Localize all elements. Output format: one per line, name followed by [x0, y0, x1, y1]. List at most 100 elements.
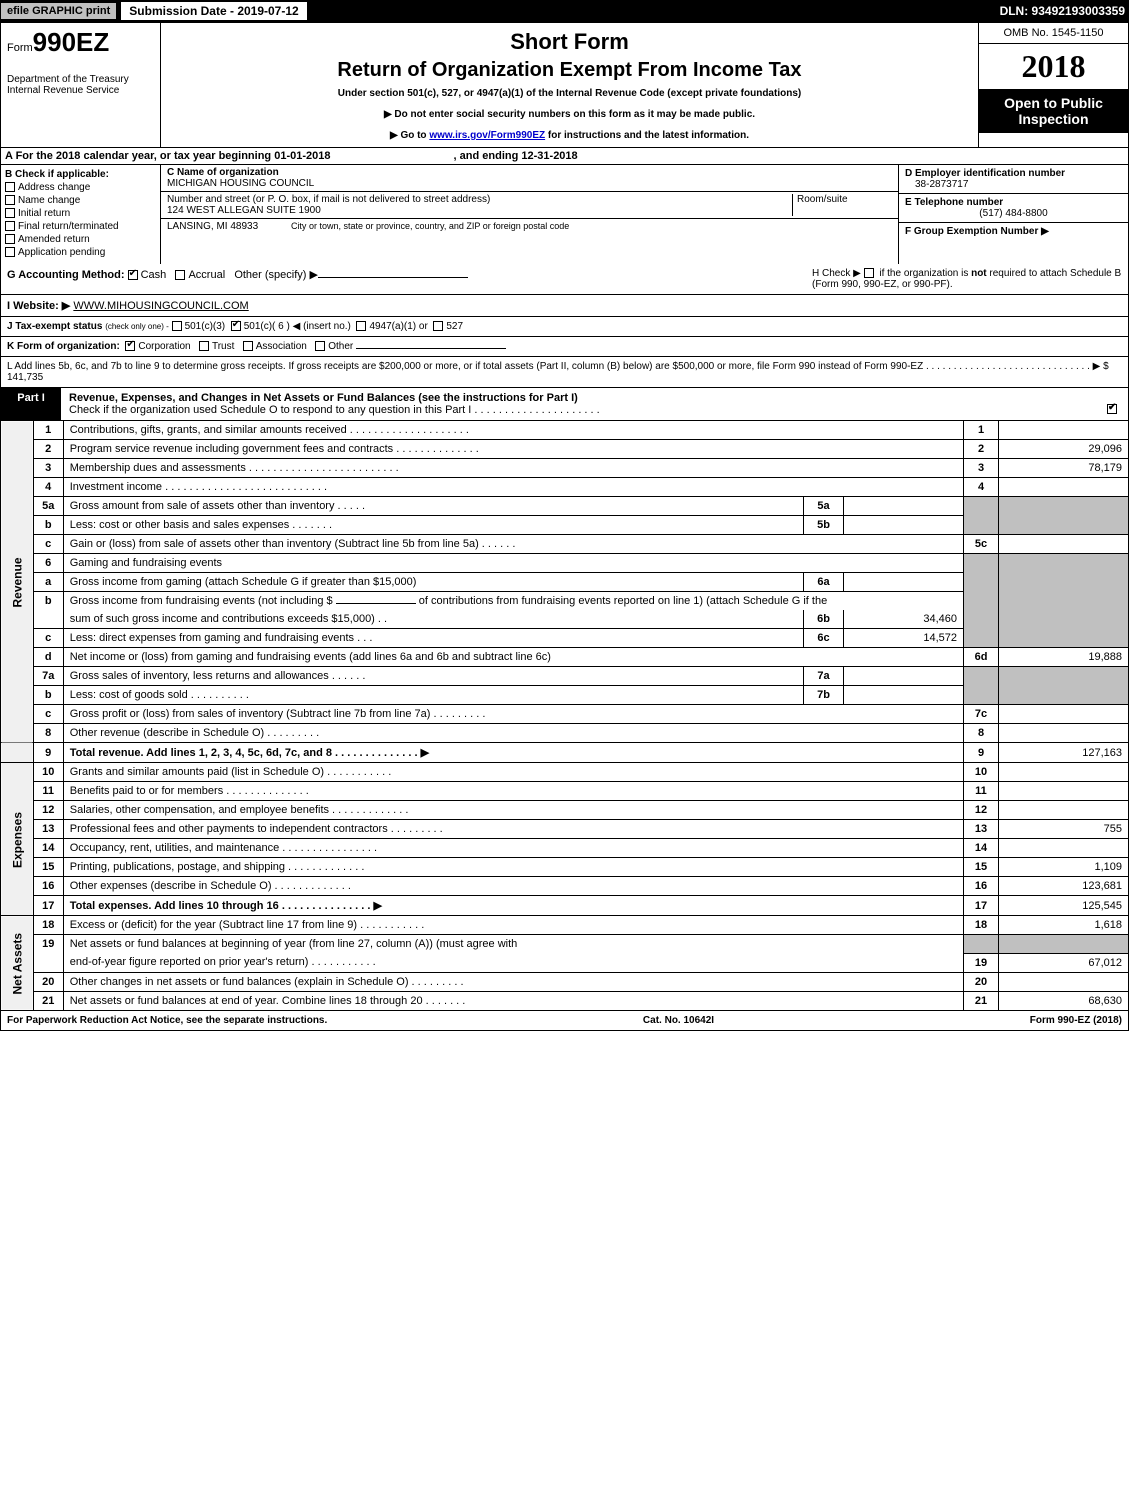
line-20: 20 Other changes in net assets or fund b…	[1, 972, 1129, 991]
l7c-n: c	[33, 705, 63, 724]
l15-rv: 1,109	[999, 858, 1129, 877]
ein-value: 38-2873717	[915, 179, 1122, 190]
chk-cash[interactable]	[128, 270, 138, 280]
d-label: D Employer identification number	[905, 168, 1122, 179]
section-i: I Website: ▶ WWW.MIHOUSINGCOUNCIL.COM	[0, 295, 1129, 317]
l5c-rn: 5c	[964, 535, 999, 554]
chk-other-org[interactable]	[315, 341, 325, 351]
line-4: 4 Investment income . . . . . . . . . . …	[1, 478, 1129, 497]
l6d-rn: 6d	[964, 648, 999, 667]
chk-assoc[interactable]	[243, 341, 253, 351]
l16-rn: 16	[964, 877, 999, 896]
chk-corp[interactable]	[125, 341, 135, 351]
l3-rn: 3	[964, 459, 999, 478]
l6b-fill[interactable]	[336, 603, 416, 604]
part1-header: Part I Revenue, Expenses, and Changes in…	[0, 388, 1129, 421]
l4-rn: 4	[964, 478, 999, 497]
l7a-d: Gross sales of inventory, less returns a…	[63, 667, 803, 686]
lbl-other-org: Other	[328, 341, 353, 352]
lbl-assoc: Association	[256, 341, 307, 352]
chk-h[interactable]	[864, 268, 874, 278]
short-form-title: Short Form	[181, 29, 958, 55]
h-text2: if the organization is	[877, 268, 972, 279]
section-a-mid: , and ending	[454, 150, 522, 162]
form-prefix: Form	[7, 42, 33, 54]
vert-revenue-end	[1, 743, 34, 763]
city-box: LANSING, MI 48933 City or town, state or…	[161, 219, 898, 234]
vert-revenue: Revenue	[1, 421, 34, 743]
instr-link[interactable]: www.irs.gov/Form990EZ	[429, 130, 545, 141]
l6b-mv: 34,460	[844, 610, 964, 629]
form-header: Form990EZ Department of the Treasury Int…	[0, 22, 1129, 148]
footer-right: Form 990-EZ (2018)	[1030, 1015, 1122, 1026]
line-7b: b Less: cost of goods sold . . . . . . .…	[1, 686, 1129, 705]
l21-rv: 68,630	[999, 991, 1129, 1010]
lbl-accrual: Accrual	[188, 269, 225, 281]
l21-d: Net assets or fund balances at end of ye…	[63, 991, 963, 1010]
l7ab-rn-shaded	[964, 667, 999, 705]
line-6d: d Net income or (loss) from gaming and f…	[1, 648, 1129, 667]
section-c: C Name of organization MICHIGAN HOUSING …	[161, 165, 898, 264]
l6a-d: Gross income from gaming (attach Schedul…	[63, 573, 803, 592]
chk-initial-return[interactable]	[5, 208, 15, 218]
l3-rv: 78,179	[999, 459, 1129, 478]
l20-n: 20	[33, 972, 63, 991]
section-a-begin: 01-01-2018	[274, 150, 330, 162]
line-2: 2 Program service revenue including gove…	[1, 440, 1129, 459]
chk-amended-return[interactable]	[5, 234, 15, 244]
line-16: 16 Other expenses (describe in Schedule …	[1, 877, 1129, 896]
lbl-corp: Corporation	[138, 341, 190, 352]
l12-rv	[999, 801, 1129, 820]
dln-label: DLN: 93492193003359	[1000, 4, 1129, 18]
efile-print-button[interactable]: efile GRAPHIC print	[0, 2, 117, 20]
l8-n: 8	[33, 724, 63, 743]
l6c-mv: 14,572	[844, 629, 964, 648]
l2-rv: 29,096	[999, 440, 1129, 459]
l5a-d: Gross amount from sale of assets other t…	[63, 497, 803, 516]
other-specify-field[interactable]	[318, 277, 468, 278]
chk-schedule-o[interactable]	[1107, 404, 1117, 414]
e-label: E Telephone number	[905, 197, 1122, 208]
l7c-d: Gross profit or (loss) from sales of inv…	[63, 705, 963, 724]
l12-d: Salaries, other compensation, and employ…	[63, 801, 963, 820]
addr-value: 124 WEST ALLEGAN SUITE 1900	[167, 205, 792, 216]
line-15: 15 Printing, publications, postage, and …	[1, 858, 1129, 877]
chk-trust[interactable]	[199, 341, 209, 351]
instr-ssn: ▶ Do not enter social security numbers o…	[181, 109, 958, 120]
chk-name-change[interactable]	[5, 195, 15, 205]
line-9: 9 Total revenue. Add lines 1, 2, 3, 4, 5…	[1, 743, 1129, 763]
chk-501c3[interactable]	[172, 321, 182, 331]
l12-n: 12	[33, 801, 63, 820]
l6d-rv: 19,888	[999, 648, 1129, 667]
l14-n: 14	[33, 839, 63, 858]
line-19-1: 19 Net assets or fund balances at beginn…	[1, 935, 1129, 954]
l20-rv	[999, 972, 1129, 991]
l1-d: Contributions, gifts, grants, and simila…	[63, 421, 963, 440]
instr2-prefix: ▶ Go to	[390, 130, 429, 141]
j-label: J Tax-exempt status	[7, 321, 102, 332]
line-5c: c Gain or (loss) from sale of assets oth…	[1, 535, 1129, 554]
line-6a: a Gross income from gaming (attach Sched…	[1, 573, 1129, 592]
chk-final-return[interactable]	[5, 221, 15, 231]
section-l: L Add lines 5b, 6c, and 7b to line 9 to …	[0, 357, 1129, 388]
chk-527[interactable]	[433, 321, 443, 331]
l15-d: Printing, publications, postage, and shi…	[63, 858, 963, 877]
l6-d: Gaming and fundraising events	[63, 554, 963, 573]
lbl-527: 527	[446, 321, 463, 332]
org-name: MICHIGAN HOUSING COUNCIL	[167, 178, 892, 189]
l16-d: Other expenses (describe in Schedule O) …	[63, 877, 963, 896]
f-label: F Group Exemption Number	[905, 226, 1038, 237]
part1-title-box: Revenue, Expenses, and Changes in Net As…	[61, 388, 1128, 420]
l13-n: 13	[33, 820, 63, 839]
chk-application-pending[interactable]	[5, 247, 15, 257]
l2-rn: 2	[964, 440, 999, 459]
chk-accrual[interactable]	[175, 270, 185, 280]
website-url[interactable]: WWW.MIHOUSINGCOUNCIL.COM	[73, 300, 248, 312]
chk-4947[interactable]	[356, 321, 366, 331]
l15-rn: 15	[964, 858, 999, 877]
other-org-field[interactable]	[356, 348, 506, 349]
header-right: OMB No. 1545-1150 2018 Open to Public In…	[978, 23, 1128, 147]
l6b-n-blank	[33, 610, 63, 629]
chk-address-change[interactable]	[5, 182, 15, 192]
chk-501c[interactable]	[231, 321, 241, 331]
